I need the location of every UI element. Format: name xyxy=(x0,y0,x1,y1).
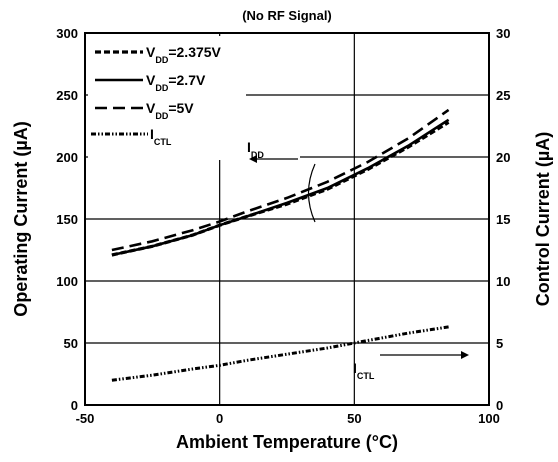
y-tick-label: 250 xyxy=(56,88,78,103)
ictl-annotation-label: ICTL xyxy=(353,360,375,381)
y2-tick-label: 0 xyxy=(496,398,503,413)
y2-tick-label: 5 xyxy=(496,336,503,351)
legend-label-1: VDD=2.7V xyxy=(146,72,206,93)
x-axis-title: Ambient Temperature (°C) xyxy=(176,432,398,452)
x-tick-label: 0 xyxy=(216,411,223,426)
idd-label-bg xyxy=(242,138,300,166)
y2-tick-label: 25 xyxy=(496,88,510,103)
ictl-arrow-head xyxy=(461,351,469,359)
legend-label-2: VDD=5V xyxy=(146,100,194,121)
y-axis-title: Operating Current (µA) xyxy=(11,121,31,316)
y-tick-label: 0 xyxy=(71,398,78,413)
y2-tick-label: 10 xyxy=(496,274,510,289)
legend: VDD=2.375V VDD=2.7V VDD=5V ICTL xyxy=(88,36,246,160)
chart-title: (No RF Signal) xyxy=(242,8,332,23)
legend-label-3: ICTL xyxy=(150,126,172,147)
y-tick-label: 300 xyxy=(56,26,78,41)
idd-annotation-label: IDD xyxy=(247,139,264,160)
y-tick-label: 100 xyxy=(56,274,78,289)
legend-label-0: VDD=2.375V xyxy=(146,44,222,65)
x-tick-label: -50 xyxy=(76,411,95,426)
series-line-1 xyxy=(111,118,450,257)
idd-arrow-head xyxy=(249,155,257,163)
legend-box xyxy=(88,36,246,160)
series-line-2 xyxy=(111,108,450,252)
annotations: IDD ICTL xyxy=(242,138,469,381)
idd-bracket xyxy=(307,163,316,223)
series-line-3 xyxy=(111,325,449,382)
y2-tick-label: 15 xyxy=(496,212,510,227)
y2-tick-label: 20 xyxy=(496,150,510,165)
plot-lines xyxy=(111,108,450,382)
plot-frame xyxy=(84,32,490,406)
y2-axis-title: Control Current (µA) xyxy=(533,132,553,306)
y-tick-label: 200 xyxy=(56,150,78,165)
y2-tick-label: 30 xyxy=(496,26,510,41)
y-tick-label: 50 xyxy=(64,336,78,351)
y-tick-label: 150 xyxy=(56,212,78,227)
x-tick-label: 50 xyxy=(347,411,361,426)
x-tick-label: 100 xyxy=(478,411,500,426)
